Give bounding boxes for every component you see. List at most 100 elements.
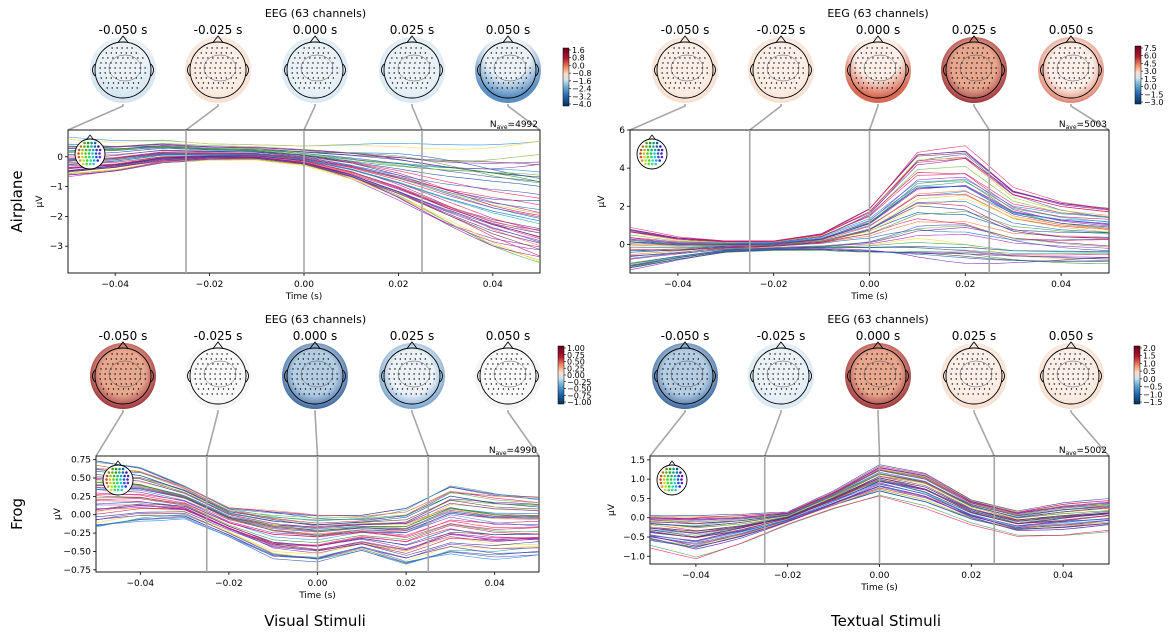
sensor-dot [215,52,217,54]
sensor-dot [774,353,776,355]
sensor-dot [870,77,872,79]
sensor-dot [197,363,199,365]
nose-shape [117,341,129,349]
sensor-dot [200,383,202,385]
sensor-dot [763,62,765,64]
sensor-dot [977,353,979,355]
head-outline [479,41,537,99]
sensor-dot [309,82,312,84]
sensor-dot [199,67,201,69]
colorbar-tick-label: −1.5 [1143,398,1162,407]
sensor-dot [321,67,323,69]
sensor-dot [132,82,135,84]
sensor-dot [961,358,963,360]
sensor-dot [414,383,416,385]
sensor-dot [419,77,421,79]
sensor-dot [988,388,991,390]
left-ear-shape [943,63,947,77]
sensor-dot [116,353,118,355]
sensor-dot [324,57,326,59]
contour-line [1056,54,1090,82]
inset-sensor [83,141,86,145]
sensor-dot [689,363,691,365]
sensor-dot [895,383,897,385]
sensor-dot [307,358,309,360]
sensor-dot [327,62,329,64]
sensor-dot [394,77,396,79]
sensor-dot [692,62,694,64]
sensor-dot [967,393,969,395]
inset-sensor [93,145,97,148]
topomap-time-label: 0.050 s [1049,329,1093,343]
sensor-dot [515,77,517,79]
nose-shape [309,35,321,43]
sensor-dot [219,378,221,380]
sensor-dot [778,358,780,360]
topomap-field [475,37,541,103]
inset-sensor [119,481,123,485]
inset-sensor [671,485,674,488]
sensor-dot [319,363,321,365]
sensor-dot [104,72,106,74]
sensor-dot [777,373,779,375]
sensor-dot [684,388,687,390]
nose-shape [309,341,321,349]
sensor-dot [866,353,868,355]
inset-sensor [642,152,646,155]
sensor-dot [506,47,508,49]
sensor-dot [789,393,791,395]
inset-sensor [116,481,119,485]
sensor-dot [880,383,882,385]
sensor-dot [292,383,294,385]
inset-sensor [678,485,681,488]
sensor-dot [199,72,201,74]
sensor-dot [891,87,893,89]
sensor-dot [995,72,997,74]
inset-sensor [646,155,650,159]
sensor-dot [990,373,992,375]
sensor-dot [788,77,790,79]
sensor-dot [986,358,988,360]
sensor-dot [762,67,764,69]
sensor-dot [1055,82,1058,84]
sensor-dot [401,388,404,390]
sensor-dot [860,383,862,385]
y-tick-label: 1.5 [631,456,645,466]
y-tick-label: −1.0 [623,552,645,562]
sensor-dot [854,67,856,69]
sensor-dot [490,368,492,370]
sensor-dot [1070,363,1072,365]
x-tick-label: 0.00 [859,280,879,290]
inset-sensor [98,152,101,155]
x-tick-label: 0.04 [1051,280,1071,290]
sensor-dot [780,388,783,390]
sensor-dot [297,52,299,54]
sensor-dot [307,383,309,385]
inset-sensor [126,481,130,485]
sensor-dot [99,72,101,74]
topomap-connector [303,104,316,131]
sensor-dot [697,368,699,370]
sensor-dot [691,67,693,69]
sensor-dot [881,393,883,395]
sensor-dot [114,67,116,69]
sensor-dot [975,72,977,74]
sensor-dot [520,77,522,79]
sensor-dot [802,72,804,74]
colorbar-tick-label: 0.0 [1144,83,1157,92]
sensor-dot [975,378,977,380]
sensor-dot [197,57,199,59]
inset-sensor [120,485,124,488]
topomap-field [282,343,348,409]
sensor-dot [510,52,512,54]
sensor-dot [126,353,128,355]
contour-line [397,360,431,388]
sensor-dot [775,57,777,59]
sensor-dot [497,82,500,84]
sensor-dot [125,368,127,370]
sensor-dot [418,373,420,375]
sensor-dot [496,47,498,49]
inset-sensor [81,155,84,159]
sensor-dot [302,52,304,54]
sensor-dot [785,363,787,365]
